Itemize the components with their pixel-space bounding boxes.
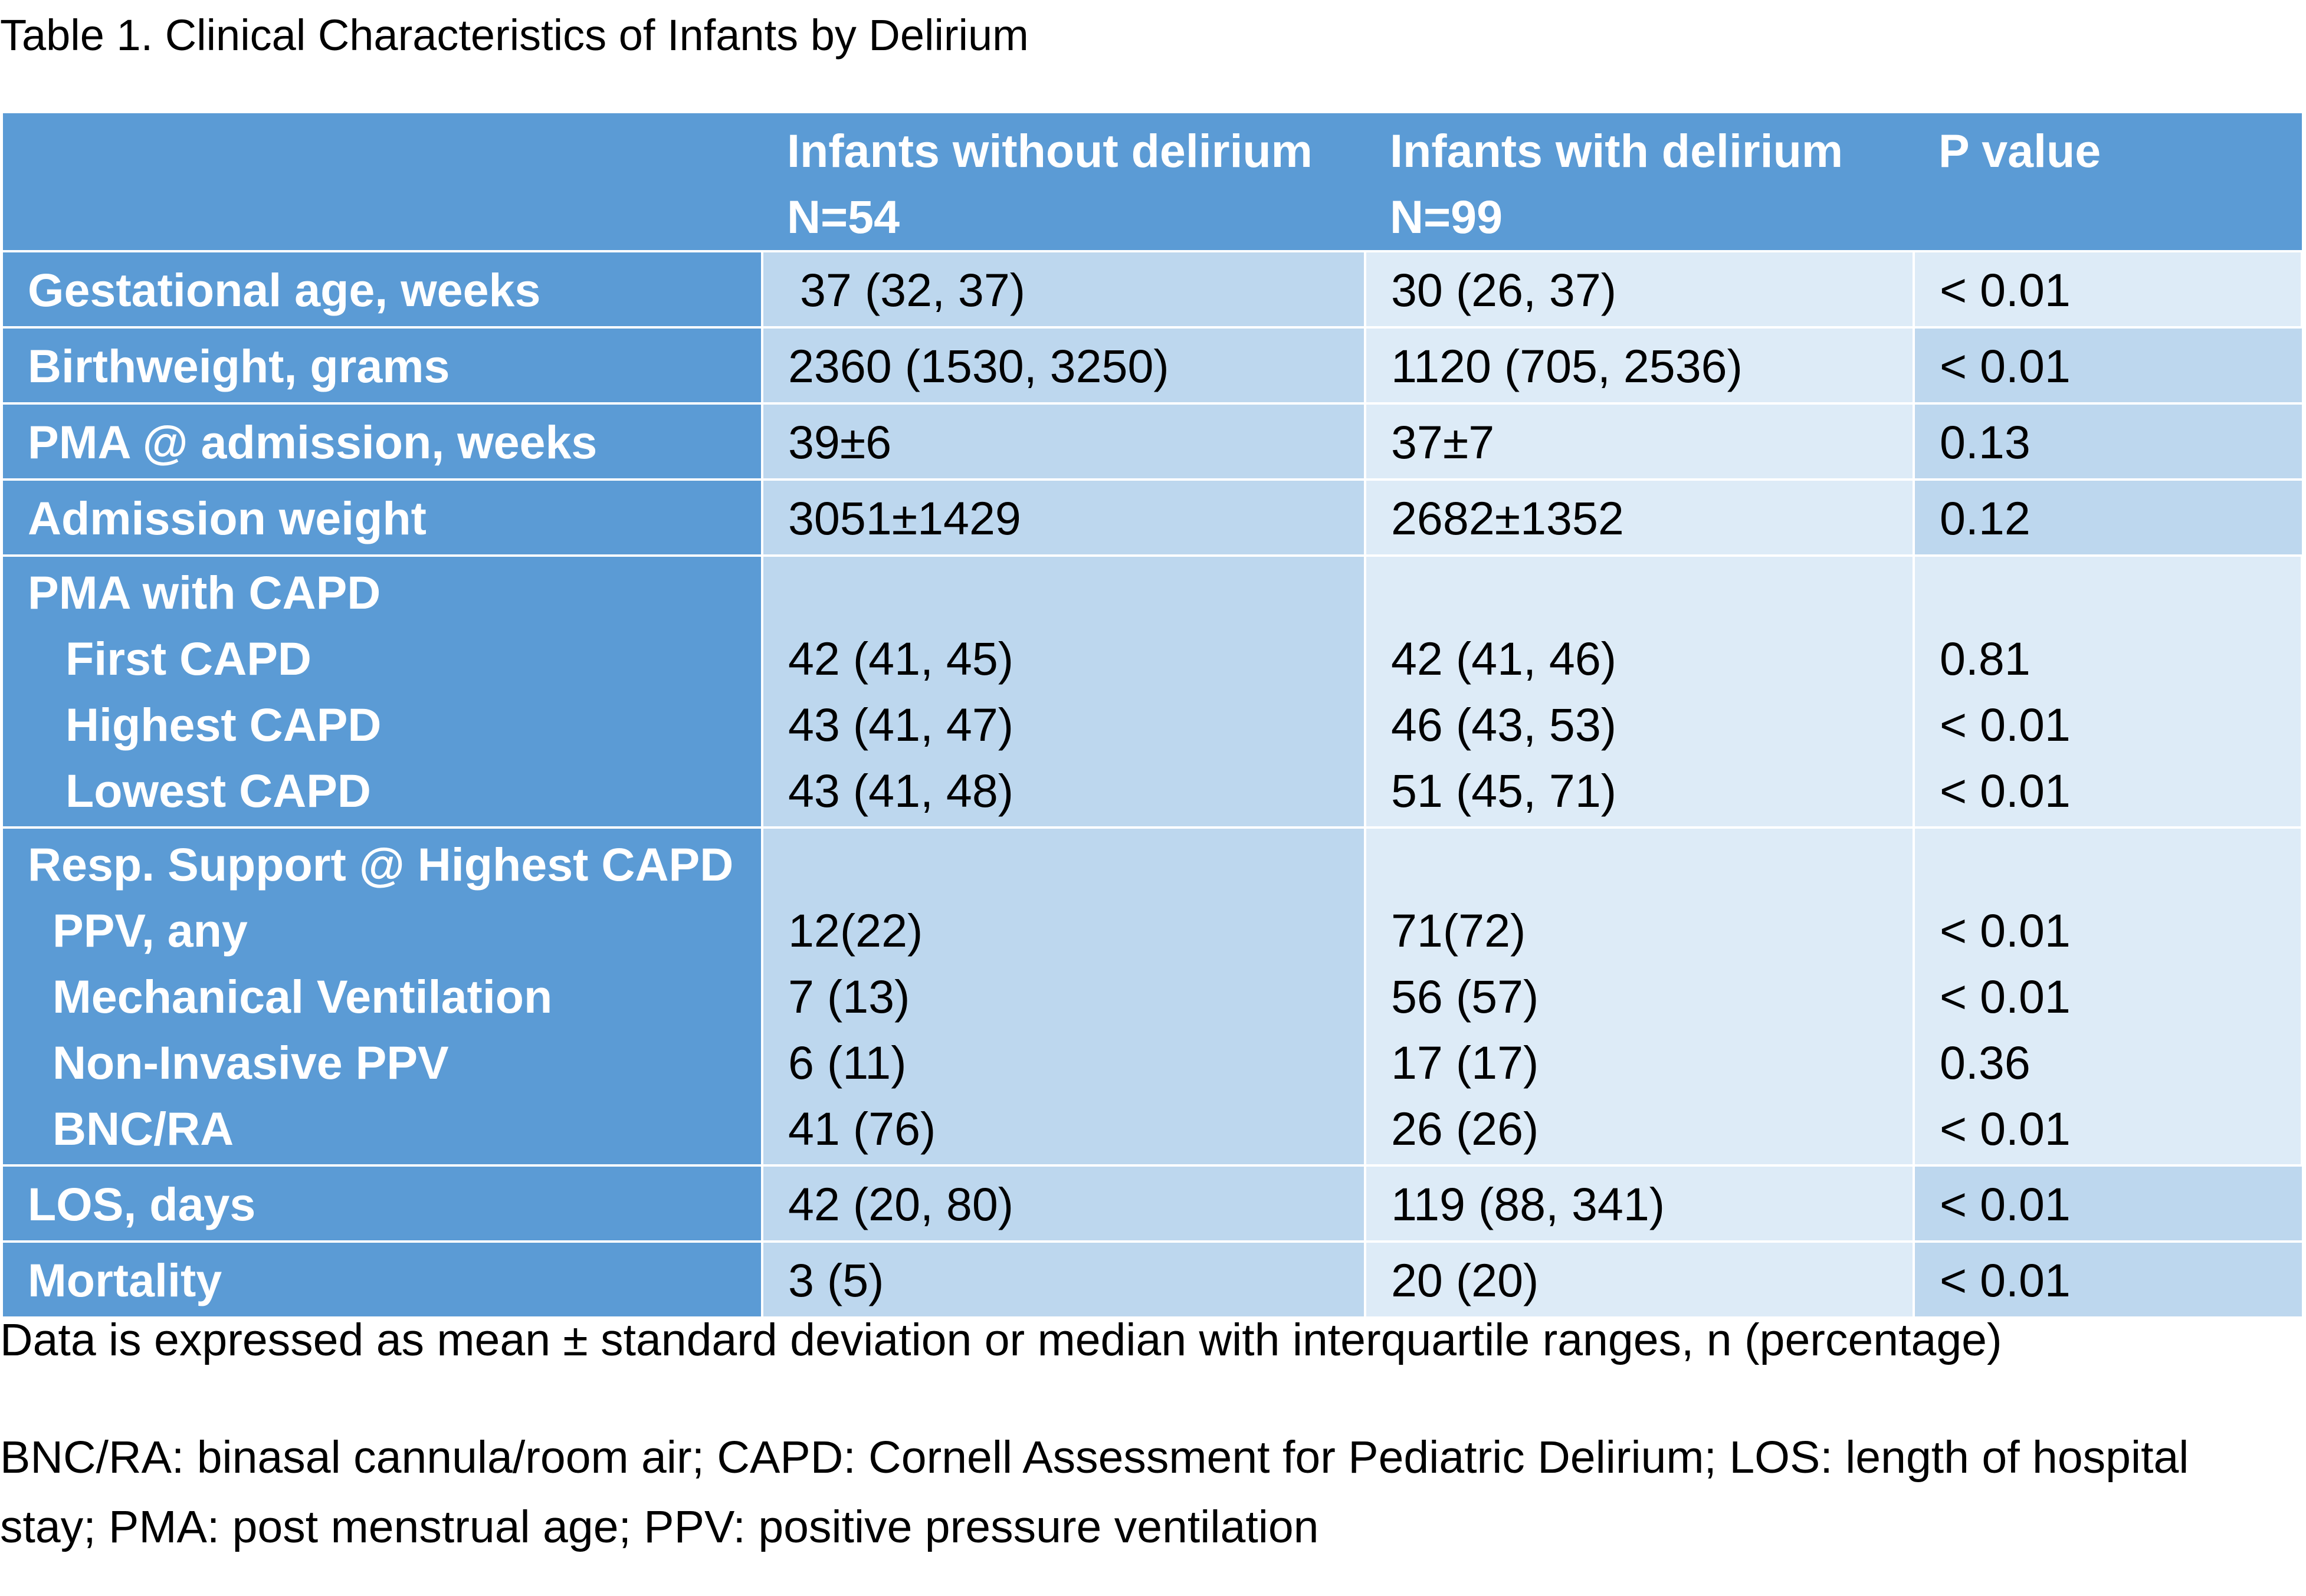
sub-label: First CAPD [65, 632, 311, 685]
cell-p: < 0.01 [1914, 1242, 2302, 1319]
table-row: Mortality 3 (5) 20 (20) < 0.01 [3, 1242, 2302, 1319]
cell-with: 42 (41, 46) 46 (43, 53) 51 (45, 71) [1365, 556, 1915, 829]
cell-p: < 0.01 < 0.01 0.36 < 0.01 [1914, 827, 2303, 1167]
group-label: PMA with CAPD [28, 566, 381, 619]
table-title: Table 1. Clinical Characteristics of Inf… [0, 11, 1029, 60]
cell-without: 3 (5) [762, 1242, 1366, 1319]
cell-with: 119 (88, 341) [1365, 1165, 1915, 1243]
cell-p: < 0.01 [1914, 1165, 2302, 1243]
row-label-group: Resp. Support @ Highest CAPD PPV, any Me… [3, 827, 763, 1167]
sub-value: < 0.01 [1940, 1102, 2071, 1155]
row-label-group: PMA with CAPD First CAPD Highest CAPD Lo… [3, 556, 763, 829]
cell-with: 2682±1352 [1365, 480, 1915, 557]
abbreviations-note: BNC/RA: binasal cannula/room air; CAPD: … [0, 1432, 2189, 1552]
table-row-group-pma-capd: PMA with CAPD First CAPD Highest CAPD Lo… [3, 556, 2303, 829]
cell-without: 37 (32, 37) [762, 251, 1366, 329]
table-row: Birthweight, grams 2360 (1530, 3250) 112… [3, 327, 2302, 405]
sub-value: 17 (17) [1391, 1036, 1539, 1089]
cell-without: 12(22) 7 (13) 6 (11) 41 (76) [762, 827, 1366, 1167]
cell-without-value: 37 (32, 37) [800, 264, 1026, 316]
sub-label: Non-Invasive PPV [53, 1036, 449, 1089]
table-row: PMA @ admission, weeks 39±6 37±7 0.13 [3, 403, 2302, 481]
row-label: Mortality [3, 1242, 763, 1319]
clinical-characteristics-table: Infants without delirium N=54 Infants wi… [3, 113, 2303, 1319]
sub-value: 6 (11) [788, 1036, 907, 1089]
sub-value: < 0.01 [1940, 764, 2071, 817]
cell-without: 3051±1429 [762, 480, 1366, 557]
sub-value: 71(72) [1391, 904, 1526, 957]
cell-without: 42 (20, 80) [762, 1165, 1366, 1243]
cell-with: 1120 (705, 2536) [1365, 327, 1915, 405]
sub-label: Mechanical Ventilation [53, 970, 553, 1023]
row-label: PMA @ admission, weeks [3, 403, 763, 481]
cell-p: 0.13 [1914, 403, 2302, 481]
sub-value: 46 (43, 53) [1391, 698, 1617, 751]
sub-value: 43 (41, 48) [788, 764, 1014, 817]
sub-value: 0.81 [1940, 632, 2031, 685]
sub-value: < 0.01 [1940, 698, 2071, 751]
sub-value: < 0.01 [1940, 970, 2071, 1023]
header-p-value: P value [1914, 113, 2302, 252]
header-with-n: N=99 [1390, 191, 1503, 243]
table-row: LOS, days 42 (20, 80) 119 (88, 341) < 0.… [3, 1165, 2302, 1243]
sub-label: Lowest CAPD [65, 764, 371, 817]
header-empty-cell [3, 113, 762, 252]
row-label: Admission weight [3, 480, 763, 557]
sub-value: 26 (26) [1391, 1102, 1539, 1155]
sub-value: 42 (41, 46) [1391, 632, 1617, 685]
cell-p: < 0.01 [1914, 251, 2303, 329]
header-with-delirium: Infants with delirium N=99 [1365, 113, 1914, 252]
row-label: Birthweight, grams [3, 327, 763, 405]
cell-p: 0.81 < 0.01 < 0.01 [1914, 556, 2303, 829]
cell-with: 20 (20) [1365, 1242, 1915, 1319]
header-without-delirium: Infants without delirium N=54 [762, 113, 1365, 252]
sub-value: 41 (76) [788, 1102, 936, 1155]
table-row-group-resp-support: Resp. Support @ Highest CAPD PPV, any Me… [3, 827, 2303, 1167]
sub-label: Highest CAPD [65, 698, 382, 751]
group-label: Resp. Support @ Highest CAPD [28, 838, 734, 891]
cell-without: 42 (41, 45) 43 (41, 47) 43 (41, 48) [762, 556, 1366, 829]
sub-value: < 0.01 [1940, 904, 2071, 957]
sub-value: 0.36 [1940, 1036, 2031, 1089]
sub-label: PPV, any [53, 904, 248, 957]
sub-value: 12(22) [788, 904, 923, 957]
data-expression-note: Data is expressed as mean ± standard dev… [0, 1315, 2002, 1365]
header-without-n: N=54 [787, 191, 900, 243]
row-label: Gestational age, weeks [3, 251, 763, 329]
cell-without: 39±6 [762, 403, 1366, 481]
sub-value: 42 (41, 45) [788, 632, 1014, 685]
sub-value: 43 (41, 47) [788, 698, 1014, 751]
sub-label: BNC/RA [53, 1102, 234, 1155]
sub-value: 7 (13) [788, 970, 910, 1023]
header-with-label: Infants with delirium [1390, 124, 1844, 177]
cell-with: 37±7 [1365, 403, 1915, 481]
cell-with: 30 (26, 37) [1365, 251, 1915, 329]
header-without-label: Infants without delirium [787, 124, 1313, 177]
table-row: Gestational age, weeks 37 (32, 37) 30 (2… [3, 251, 2303, 329]
cell-with: 71(72) 56 (57) 17 (17) 26 (26) [1365, 827, 1915, 1167]
sub-value: 56 (57) [1391, 970, 1539, 1023]
table-row: Admission weight 3051±1429 2682±1352 0.1… [3, 480, 2302, 557]
table-header-row: Infants without delirium N=54 Infants wi… [3, 113, 2302, 252]
cell-p: < 0.01 [1914, 327, 2302, 405]
cell-p: 0.12 [1914, 480, 2302, 557]
row-label: LOS, days [3, 1165, 763, 1243]
cell-without: 2360 (1530, 3250) [762, 327, 1366, 405]
sub-value: 51 (45, 71) [1391, 764, 1617, 817]
